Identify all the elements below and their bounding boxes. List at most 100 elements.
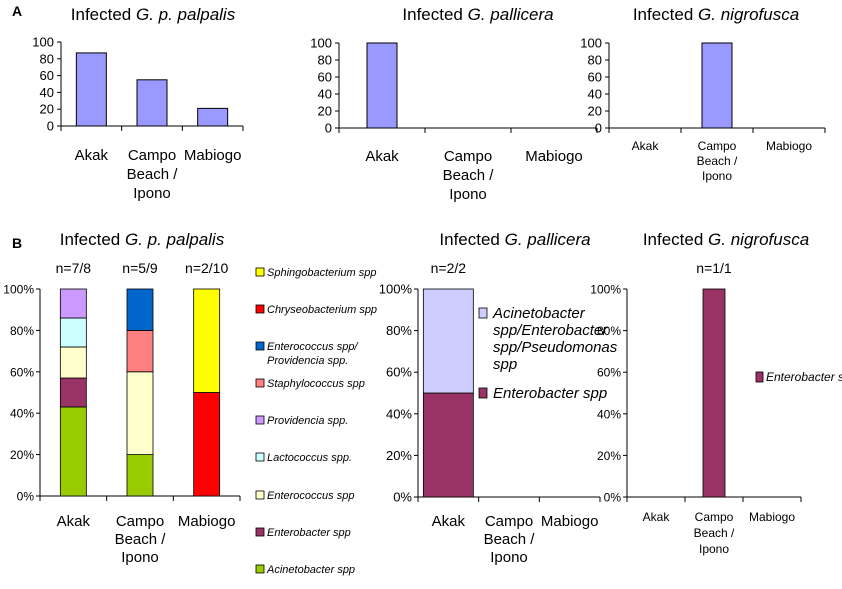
x-tick-label: Campo Beach / Ipono [697, 139, 738, 183]
stacked-segment [422, 392, 474, 498]
legend-label: Providencia spp. [267, 415, 348, 427]
legend-label: Sphingobacterium spp [267, 267, 376, 279]
bar [197, 107, 229, 127]
chart-title: Infected G. nigrofusca [633, 5, 799, 24]
x-tick-label: Campo Beach / Ipono [443, 148, 495, 203]
x-tick-label-line: Ipono [121, 549, 159, 566]
stacked-segment [422, 288, 474, 394]
stacked-segment [126, 454, 154, 497]
legend-label: spp [493, 356, 517, 373]
panel-label: B [12, 235, 22, 251]
y-tick-label: 100 [580, 36, 602, 51]
y-tick-label: 40% [386, 406, 412, 421]
x-tick-label-line: Akak [632, 139, 660, 153]
y-tick-label: 20% [10, 448, 34, 462]
n-label: n=2/2 [431, 260, 467, 276]
x-tick-label-line: Campo [695, 510, 734, 524]
x-tick-label-line: Akak [643, 510, 671, 524]
x-tick-label-line: Campo [128, 147, 176, 164]
x-tick-label: Akak [57, 513, 91, 530]
y-tick-label: 20% [386, 448, 412, 463]
chart-title: Infected G. p. palpalis [60, 230, 225, 249]
legend-label: spp/Enterobacter [493, 322, 608, 339]
legend-label: spp/Pseudomonas [493, 339, 618, 356]
x-tick-label: Akak [365, 148, 399, 165]
y-tick-label: 100 [32, 35, 54, 50]
bar [366, 42, 398, 129]
x-tick-label-line: Beach / [443, 167, 495, 184]
y-tick-label: 80 [40, 51, 54, 66]
chart-title-prefix: Infected [71, 5, 136, 24]
x-tick-label-line: Akak [365, 148, 399, 165]
x-tick-label: Campo Beach / Ipono [694, 510, 735, 556]
stacked-segment [59, 317, 87, 348]
x-tick-label: Mabiogo [184, 147, 242, 164]
stacked-segment [126, 329, 154, 373]
y-tick-label: 80 [318, 53, 332, 68]
x-tick-label: Campo Beach / Ipono [115, 513, 167, 566]
x-tick-label-line: Campo [116, 513, 164, 530]
y-tick-label: 100 [310, 36, 332, 51]
stacked-segment [126, 371, 154, 455]
legend-swatch [255, 341, 265, 351]
n-label: n=2/10 [185, 260, 228, 276]
chart-title-prefix: Infected [402, 5, 467, 24]
x-tick-label-line: Campo [444, 148, 492, 165]
chart-title-species: G. p. palpalis [136, 5, 236, 24]
x-tick-label: Mabiogo [541, 513, 599, 530]
bar [136, 79, 168, 127]
x-tick-label-line: Ipono [699, 542, 729, 556]
legend-label: Staphylococcus spp [267, 378, 365, 390]
y-tick-label: 40% [597, 407, 621, 421]
x-tick-label-line: Campo [485, 513, 533, 530]
chart-title-prefix: Infected [60, 230, 125, 249]
chart-title-prefix: Infected [439, 230, 504, 249]
legend-label: Enterobacter spp [493, 385, 607, 402]
chart-title-prefix: Infected [643, 230, 708, 249]
x-tick-label-line: Campo [698, 139, 737, 153]
legend-swatch [478, 387, 488, 399]
legend-label: Enterobacter spp [766, 370, 842, 384]
stacked-segment [126, 288, 154, 331]
chart-title-prefix: Infected [633, 5, 698, 24]
stacked-segment [193, 288, 221, 393]
legend-swatch [255, 267, 265, 277]
chart-title-species: G. pallicera [468, 5, 554, 24]
x-tick-label: Akak [632, 139, 660, 153]
stacked-segment [702, 288, 726, 498]
x-tick-label-line: Beach / [115, 531, 167, 548]
chart-title-species: G. nigrofusca [698, 5, 799, 24]
y-tick-label: 0% [17, 490, 35, 504]
x-tick-label-line: Mabiogo [766, 139, 812, 153]
x-tick-label-line: Akak [57, 513, 91, 530]
x-tick-label-line: Mabiogo [184, 147, 242, 164]
x-tick-label: Campo Beach / Ipono [127, 147, 179, 202]
legend-label: Enterococcus spp [267, 490, 354, 502]
stacked-segment [193, 392, 221, 497]
x-tick-label: Mabiogo [178, 513, 236, 530]
legend-swatch [755, 371, 764, 383]
legend-swatch [478, 307, 488, 319]
n-label: n=1/1 [696, 260, 732, 276]
x-tick-label-line: Beach / [127, 166, 179, 183]
x-tick-label-line: Mabiogo [541, 513, 599, 530]
x-tick-label-line: Ipono [702, 169, 732, 183]
legend-swatch [255, 564, 265, 574]
x-tick-label: Mabiogo [525, 148, 583, 165]
x-tick-label: Mabiogo [749, 510, 795, 524]
bar [701, 42, 733, 129]
x-tick-label: Campo Beach / Ipono [484, 513, 536, 566]
legend-label: Enterobacter spp [267, 527, 351, 539]
panel-label: A [12, 3, 22, 19]
legend-label: Chryseobacterium spp [267, 304, 377, 316]
x-tick-label-line: Mabiogo [749, 510, 795, 524]
x-tick-label-line: Beach / [697, 154, 738, 168]
chart-title-species: G. p. palpalis [125, 230, 225, 249]
chart-title: Infected G. nigrofusca [643, 230, 809, 249]
bar [75, 52, 107, 127]
y-tick-label: 0 [325, 121, 332, 136]
legend-swatch [255, 490, 265, 500]
x-tick-label-line: Ipono [133, 185, 171, 202]
